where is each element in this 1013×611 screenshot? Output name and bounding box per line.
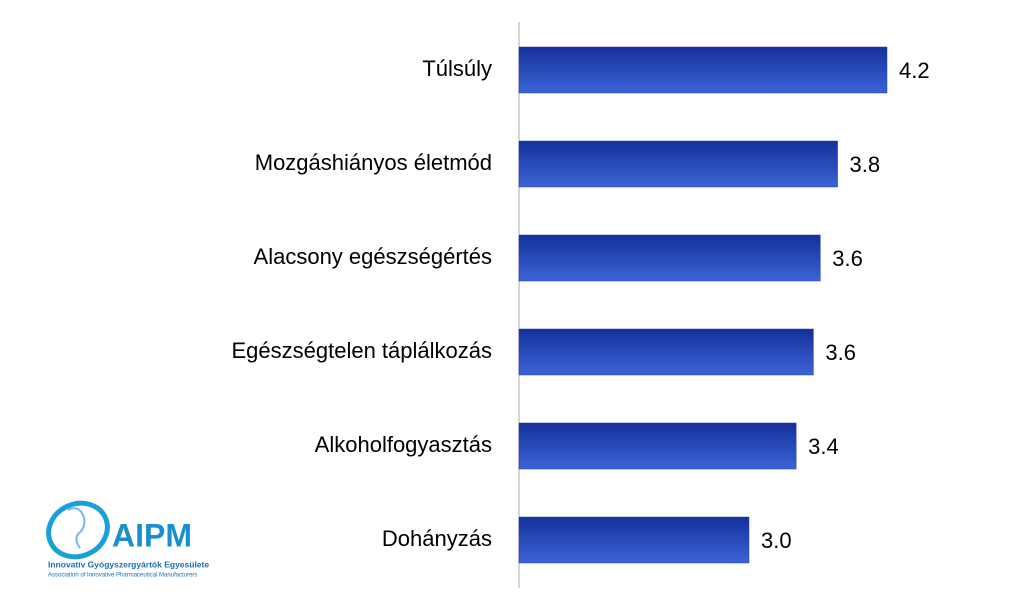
bar <box>518 422 797 470</box>
bar <box>518 328 814 376</box>
logo-ring <box>46 500 110 560</box>
value-label: 3.4 <box>808 434 839 459</box>
category-label: Túlsúly <box>422 56 492 81</box>
bar <box>518 234 821 282</box>
bar <box>518 140 838 188</box>
logo-name: AIPM <box>112 517 192 553</box>
category-label: Egészségtelen táplálkozás <box>232 338 493 363</box>
bar <box>518 516 750 564</box>
logo-line: Innovatív Gyógyszergyártók Egyesülete <box>48 559 209 569</box>
bar <box>518 46 888 94</box>
category-label: Mozgáshiányos életmód <box>255 150 492 175</box>
logo-face <box>67 507 86 549</box>
value-label: 3.0 <box>761 528 792 553</box>
value-label: 3.6 <box>825 340 856 365</box>
value-label: 4.2 <box>899 58 930 83</box>
value-label: 3.8 <box>850 152 881 177</box>
value-label: 3.6 <box>832 246 863 271</box>
logo: AIPM Innovatív Gyógyszergyártók Egyesüle… <box>46 500 209 579</box>
category-label: Alkoholfogyasztás <box>315 432 492 457</box>
category-label: Alacsony egészségértés <box>254 244 492 269</box>
logo-line: Association of Innovative Pharmaceutical… <box>48 573 197 579</box>
category-label: Dohányzás <box>382 526 492 551</box>
